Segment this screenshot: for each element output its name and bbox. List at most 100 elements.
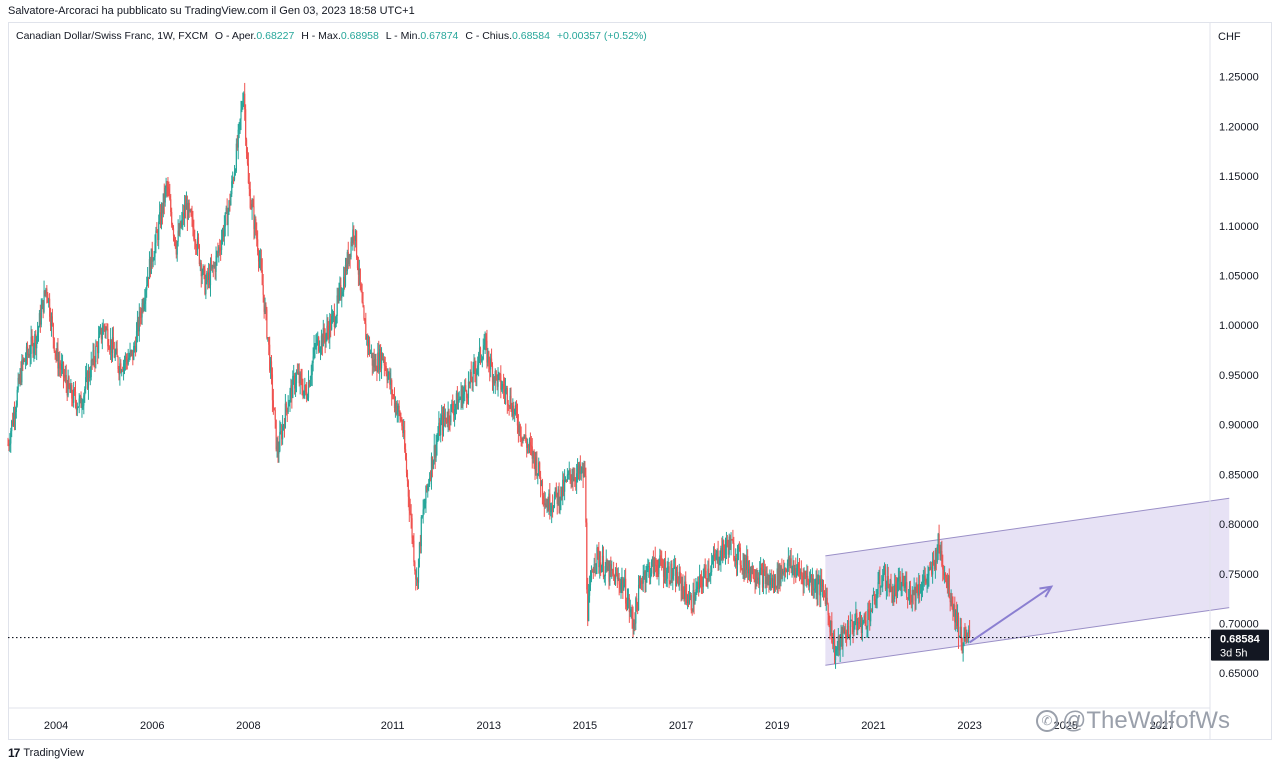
candle-body — [69, 386, 71, 393]
y-tick-label: 1.20000 — [1219, 121, 1259, 133]
candle-body — [460, 389, 462, 399]
candle-body — [854, 623, 856, 627]
candle-body — [552, 507, 555, 509]
candle-body — [410, 513, 412, 519]
candle-body — [222, 230, 225, 237]
x-tick-label: 2008 — [236, 720, 260, 732]
candle-body — [478, 353, 480, 366]
candle-body — [528, 442, 531, 447]
candle-body — [930, 566, 932, 569]
candle-body — [559, 501, 561, 507]
candle-body — [700, 576, 703, 584]
candle-body — [877, 582, 879, 595]
candle-body — [933, 562, 936, 569]
candle-body — [548, 493, 550, 511]
candle-body — [619, 584, 621, 590]
candle-body — [923, 575, 925, 581]
candle-body — [251, 203, 253, 209]
arrow-head — [1039, 585, 1054, 598]
candle-body — [184, 205, 187, 210]
candle-body — [798, 567, 801, 574]
candle-body — [603, 575, 605, 577]
candle-body — [958, 636, 961, 638]
candle-body — [313, 346, 315, 357]
candle-body — [954, 605, 956, 623]
candle-body — [565, 479, 568, 481]
candle-body — [509, 395, 511, 407]
candle-body — [575, 480, 577, 483]
candle-body — [890, 580, 892, 587]
candle-body — [533, 451, 535, 458]
candle-body — [49, 298, 51, 317]
candle-body — [610, 564, 612, 571]
candle-body — [336, 295, 338, 317]
candle-body — [264, 305, 266, 312]
candle-body — [52, 323, 54, 339]
candle-body — [189, 209, 191, 211]
candle-body — [514, 409, 516, 414]
candle-body — [172, 228, 175, 236]
candle-body — [285, 403, 287, 409]
candle-body — [161, 206, 164, 214]
candle-body — [400, 419, 402, 421]
candle-body — [101, 334, 103, 340]
candle-body — [968, 630, 970, 634]
candle-body — [417, 579, 419, 583]
candle-body — [737, 546, 740, 550]
candle-body — [467, 381, 470, 398]
candle-body — [573, 477, 575, 481]
candle-body — [84, 389, 86, 396]
candle-body — [286, 408, 288, 413]
candle-body — [141, 303, 143, 318]
candle-body — [371, 352, 373, 366]
candle-body — [188, 202, 190, 210]
candle-body — [545, 503, 547, 508]
candle-body — [227, 211, 229, 225]
candle-body — [93, 350, 95, 361]
candle-body — [744, 558, 746, 574]
candle-body — [55, 352, 57, 357]
candle-body — [241, 107, 243, 110]
candle-body — [506, 388, 508, 404]
candle-body — [473, 364, 475, 366]
candle-body — [216, 252, 218, 256]
candle-body — [947, 575, 949, 588]
candle-body — [731, 539, 733, 541]
candle-body — [212, 264, 214, 267]
candle-body — [858, 622, 861, 624]
candle-body — [190, 209, 192, 216]
candle-body — [291, 385, 293, 398]
candle-body — [830, 620, 832, 633]
tradingview-brand[interactable]: 17 TradingView — [8, 746, 84, 760]
candle-body — [163, 193, 165, 203]
candle-body — [326, 325, 328, 334]
candle-body — [554, 487, 556, 497]
candle-body — [743, 559, 745, 574]
candle-body — [85, 377, 87, 390]
candle-body — [633, 623, 635, 629]
candle-body — [503, 388, 506, 394]
candle-body — [786, 563, 789, 572]
candle-body — [117, 356, 119, 370]
candle-body — [390, 380, 392, 385]
candle-body — [539, 462, 541, 477]
candle-body — [7, 444, 9, 446]
candle-body — [162, 193, 164, 214]
candle-body — [754, 579, 756, 583]
candle-body — [331, 313, 334, 317]
candle-body — [505, 388, 507, 390]
candle-body — [937, 534, 939, 553]
candle-body — [967, 632, 969, 634]
candle-body — [482, 349, 484, 360]
candle-body — [690, 595, 692, 611]
candle-body — [366, 335, 368, 340]
candle-body — [455, 393, 458, 405]
candle-body — [625, 578, 627, 604]
candle-body — [586, 522, 588, 590]
candle-body — [374, 358, 376, 368]
candle-body — [224, 212, 226, 227]
candle-body — [71, 385, 73, 399]
price-tag-box — [1211, 629, 1269, 661]
candle-body — [835, 649, 838, 652]
